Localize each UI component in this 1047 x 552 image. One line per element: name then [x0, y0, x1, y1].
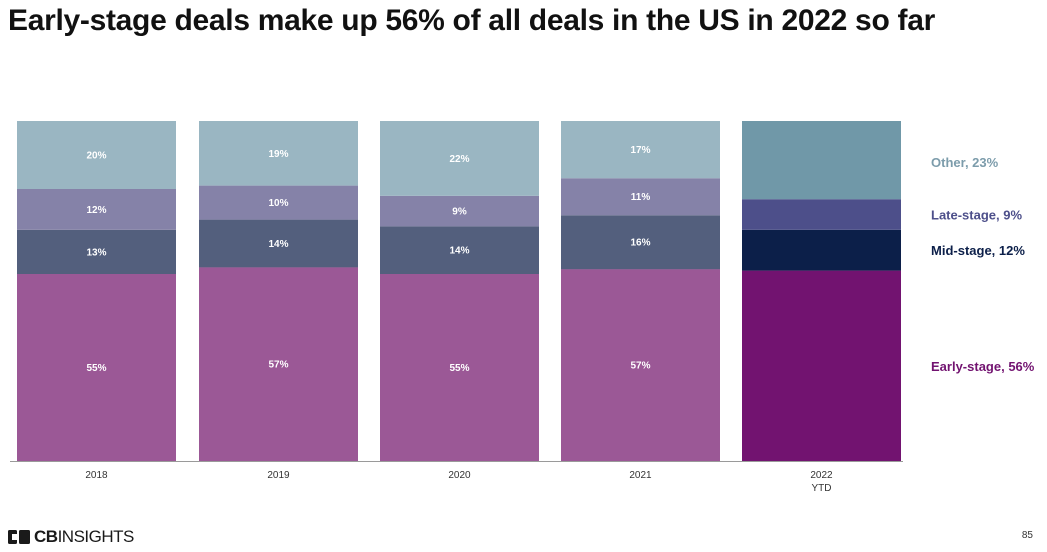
- bar-segment-other-2020: [380, 121, 539, 196]
- data-label-early-stage-2018: 55%: [86, 363, 106, 374]
- bar-segment-mid-stage-2019: [199, 219, 358, 268]
- x-tick-label-2020: 2020: [448, 470, 471, 481]
- x-tick-sublabel-2022: YTD: [812, 483, 832, 494]
- cb-insights-logo-icon: [8, 530, 30, 544]
- data-label-late-stage-2021: 11%: [631, 192, 651, 203]
- x-tick-label-2019: 2019: [267, 470, 290, 481]
- data-label-other-2020: 22%: [449, 154, 469, 165]
- bar-segment-other-2021: [561, 121, 720, 179]
- data-label-mid-stage-2020: 14%: [449, 246, 469, 257]
- bar-segment-mid-stage-2021: [561, 215, 720, 270]
- bar-segment-other-2022: [742, 121, 901, 200]
- data-label-early-stage-2021: 57%: [630, 361, 650, 372]
- data-label-mid-stage-2021: 16%: [630, 238, 650, 249]
- data-label-mid-stage-2018: 13%: [86, 247, 106, 258]
- data-label-late-stage-2018: 12%: [86, 205, 106, 216]
- bar-segment-other-2019: [199, 121, 358, 186]
- legend-label-mid-stage: Mid-stage, 12%: [931, 243, 1025, 258]
- data-label-late-stage-2019: 10%: [268, 198, 288, 209]
- bar-segment-late-stage-2022: [742, 199, 901, 230]
- data-label-other-2019: 19%: [268, 149, 288, 160]
- bar-segment-late-stage-2019: [199, 185, 358, 220]
- stacked-bar-chart: 55% 13% 12% 20% 2018 57% 14% 10% 19% 2019 55% 14% 9%…: [10, 121, 1035, 494]
- bar-segment-late-stage-2018: [17, 189, 176, 230]
- bar-segment-early-stage-2019: [199, 267, 358, 461]
- bar-segment-early-stage-2021: [561, 269, 720, 461]
- x-tick-label-2021: 2021: [629, 470, 652, 481]
- bar-segment-other-2018: [17, 121, 176, 189]
- brand-name-rest: INSIGHTS: [57, 527, 135, 546]
- brand-name: CBINSIGHTS: [34, 527, 134, 547]
- bar-segment-mid-stage-2020: [380, 226, 539, 274]
- x-tick-label-2018: 2018: [85, 470, 108, 481]
- page-number: 85: [1021, 530, 1033, 541]
- bar-segment-late-stage-2020: [380, 195, 539, 227]
- data-label-early-stage-2020: 55%: [449, 363, 469, 374]
- bar-segment-mid-stage-2022: [742, 229, 901, 271]
- data-label-mid-stage-2019: 14%: [268, 239, 288, 250]
- cb-insights-logo: CBINSIGHTS: [8, 527, 134, 547]
- data-label-other-2018: 20%: [86, 151, 106, 162]
- data-label-late-stage-2020: 9%: [452, 207, 467, 218]
- x-tick-label-2022: 2022: [810, 470, 833, 481]
- legend-label-early-stage: Early-stage, 56%: [931, 359, 1035, 374]
- legend-label-other: Other, 23%: [931, 155, 999, 170]
- bar-segment-early-stage-2020: [380, 274, 539, 461]
- chart-title: Early-stage deals make up 56% of all dea…: [8, 4, 935, 37]
- legend-label-late-stage: Late-stage, 9%: [931, 208, 1022, 223]
- bar-segment-early-stage-2022: [742, 270, 901, 461]
- bar-segment-mid-stage-2018: [17, 229, 176, 274]
- bar-segment-early-stage-2018: [17, 274, 176, 461]
- data-label-early-stage-2019: 57%: [268, 360, 288, 371]
- data-label-other-2021: 17%: [630, 145, 650, 156]
- bar-segment-late-stage-2021: [561, 178, 720, 216]
- brand-name-bold: CB: [34, 527, 58, 546]
